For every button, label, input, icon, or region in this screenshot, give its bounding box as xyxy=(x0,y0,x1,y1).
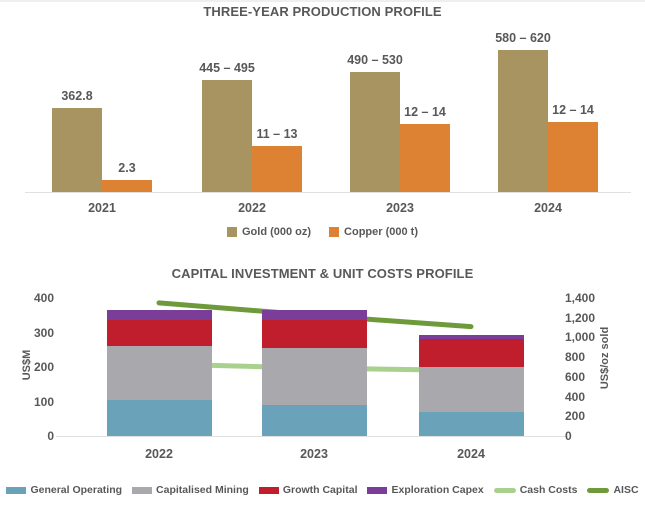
segment-capitalised-mining-2024 xyxy=(418,367,524,412)
capital-plot: 2022 2023 2024 xyxy=(66,298,558,461)
segment-exploration-capex-2024 xyxy=(418,335,524,340)
right-axis-tick-800: 800 xyxy=(565,350,586,365)
production-legend: Gold (000 oz) Copper (000 t) xyxy=(0,226,645,238)
segment-general-operating-2022 xyxy=(106,399,212,436)
production-chart-title: THREE-YEAR PRODUCTION PROFILE xyxy=(203,4,442,19)
legend-label-exploration-capex: Exploration Capex xyxy=(391,484,484,496)
legend-swatch-general-operating xyxy=(6,486,27,494)
value-label-copper-2023: 12 – 14 xyxy=(404,105,446,119)
segment-general-operating-2024 xyxy=(418,411,524,436)
bar-gold-2021 xyxy=(52,108,102,192)
legend-label-growth-capital: Growth Capital xyxy=(282,484,358,496)
top-edge-strip xyxy=(0,0,645,2)
bar-copper-2021 xyxy=(102,180,152,192)
value-label-copper-2021: 2.3 xyxy=(118,161,136,175)
right-axis-tick-1-200: 1,200 xyxy=(565,310,596,325)
right-axis-tick-1-400: 1,400 xyxy=(565,291,596,305)
capital-category-2023: 2023 xyxy=(300,447,328,461)
left-axis-tick-200: 200 xyxy=(33,360,54,374)
legend-item-aisc: AISC xyxy=(587,484,639,496)
segment-exploration-capex-2023 xyxy=(261,310,367,321)
value-label-copper-2024: 12 – 14 xyxy=(552,103,594,117)
capital-category-2022: 2022 xyxy=(145,447,173,461)
capital-legend: General Operating Capitalised Mining Growt… xyxy=(0,484,645,496)
production-category-2021: 2021 xyxy=(88,201,116,215)
right-axis-tick-1-000: 1,000 xyxy=(565,330,596,345)
legend-swatch-growth-capital xyxy=(258,486,279,494)
legend-label-aisc: AISC xyxy=(613,484,639,496)
left-axis-tick-0: 0 xyxy=(47,429,54,443)
legend-item-copper: Copper (000 t) xyxy=(329,226,418,238)
production-category-2022: 2022 xyxy=(238,201,266,215)
left-axis-tick-300: 300 xyxy=(33,325,54,340)
production-category-2023: 2023 xyxy=(386,201,414,215)
legend-label-capitalised-mining: Capitalised Mining xyxy=(156,484,249,496)
production-x-axis-line xyxy=(25,192,631,193)
legend-label-cash-costs: Cash Costs xyxy=(519,484,578,496)
value-label-copper-2022: 11 – 13 xyxy=(256,127,298,141)
right-axis-tick-200: 200 xyxy=(565,409,586,424)
segment-capitalised-mining-2023 xyxy=(261,348,367,405)
right-axis-tick-400: 400 xyxy=(565,389,586,404)
legend-item-general-operating: General Operating xyxy=(6,484,122,496)
legend-item-cash-costs: Cash Costs xyxy=(493,484,578,496)
bar-copper-2023 xyxy=(400,124,450,192)
bar-copper-2022 xyxy=(252,146,302,192)
left-axis-tick-100: 100 xyxy=(33,394,54,409)
segment-general-operating-2023 xyxy=(261,404,367,436)
legend-item-capitalised-mining: Capitalised Mining xyxy=(132,484,249,496)
segment-capitalised-mining-2022 xyxy=(106,346,212,400)
segment-growth-capital-2022 xyxy=(106,320,212,347)
right-axis-tick-600: 600 xyxy=(565,369,586,384)
legend-swatch-cash-costs xyxy=(493,487,516,493)
legend-swatch-gold xyxy=(226,227,237,237)
legend-item-growth-capital: Growth Capital xyxy=(258,484,358,496)
legend-label-general-operating: General Operating xyxy=(30,484,123,496)
legend-item-gold: Gold (000 oz) xyxy=(226,226,312,238)
segment-exploration-capex-2022 xyxy=(106,310,212,321)
bar-gold-2024 xyxy=(498,50,548,192)
value-label-gold-2021: 362.8 xyxy=(61,89,93,103)
legend-swatch-aisc xyxy=(587,487,610,493)
value-label-gold-2023: 490 – 530 xyxy=(347,53,403,67)
segment-growth-capital-2024 xyxy=(418,339,524,367)
capital-chart-title: CAPITAL INVESTMENT & UNIT COSTS PROFILE xyxy=(171,266,474,281)
production-plot: 362.8 2.3 2021 445 – 495 11 – 13 2022 490 – 53… xyxy=(28,31,628,215)
left-axis-tick-400: 400 xyxy=(33,291,54,305)
bar-gold-2023 xyxy=(350,72,400,192)
capital-left-axis-title: US$M xyxy=(21,349,33,381)
capital-category-2024: 2024 xyxy=(457,447,485,461)
bar-copper-2024 xyxy=(548,122,598,192)
production-category-2024: 2024 xyxy=(534,201,562,215)
legend-item-exploration-capex: Exploration Capex xyxy=(367,484,484,496)
value-label-gold-2022: 445 – 495 xyxy=(199,61,255,75)
right-axis-tick-0: 0 xyxy=(565,429,572,443)
legend-label-copper: Copper (000 t) xyxy=(344,226,419,238)
legend-swatch-capitalised-mining xyxy=(132,486,153,494)
capital-right-axis-title: US$/oz sold xyxy=(599,326,611,390)
segment-growth-capital-2023 xyxy=(261,320,367,349)
legend-swatch-copper xyxy=(329,227,340,237)
capital-x-axis-line xyxy=(56,436,568,437)
legend-swatch-exploration-capex xyxy=(367,486,388,494)
value-label-gold-2024: 580 – 620 xyxy=(495,31,551,45)
legend-label-gold: Gold (000 oz) xyxy=(241,226,312,238)
bar-gold-2022 xyxy=(202,80,252,192)
